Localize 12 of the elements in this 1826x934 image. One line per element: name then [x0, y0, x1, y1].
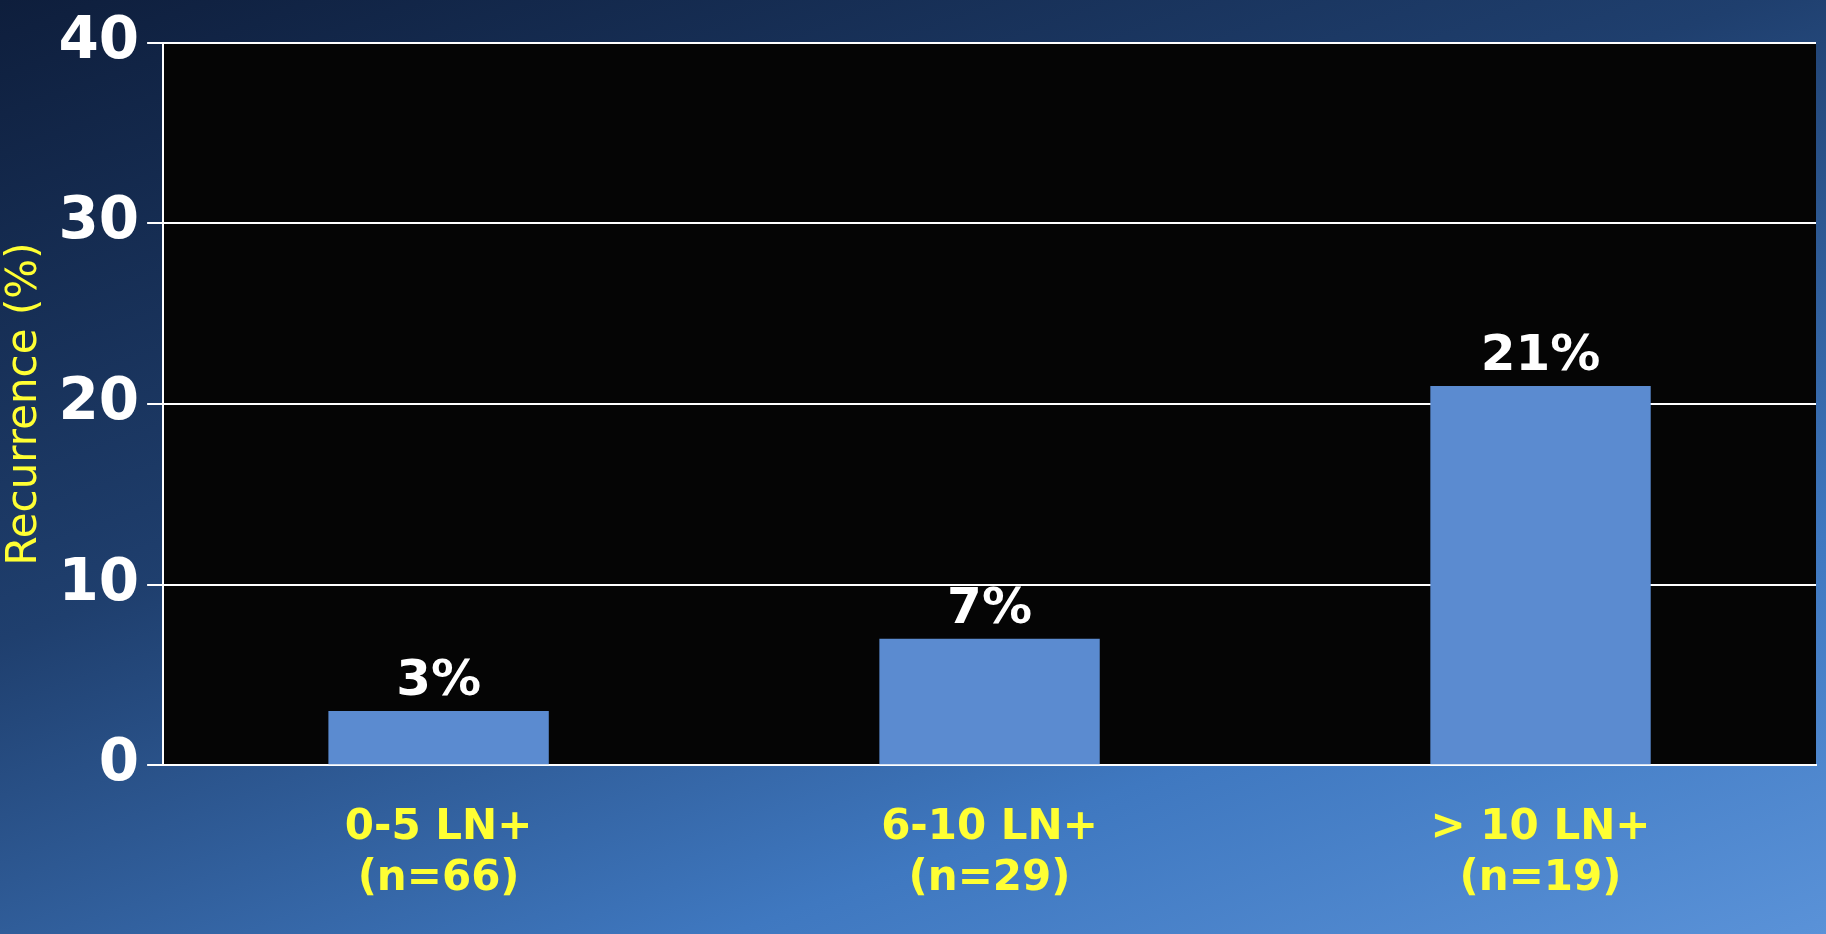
y-tick-label: 30 — [58, 184, 140, 253]
y-tick-label: 40 — [58, 3, 140, 72]
x-tick-label: 0-5 LN+ (n=66) — [344, 800, 533, 900]
data-label: 21% — [1480, 323, 1601, 382]
y-tick-label: 0 — [98, 726, 140, 795]
data-label: 7% — [947, 576, 1032, 635]
y-tick-label: 20 — [58, 365, 140, 434]
y-axis-title: Recurrence (%) — [0, 242, 47, 566]
x-tick-label: 6-10 LN+ (n=29) — [881, 800, 1098, 900]
data-label: 3% — [396, 649, 482, 707]
y-tick-label: 10 — [58, 545, 140, 614]
x-tick-label: > 10 LN+ (n=19) — [1430, 800, 1651, 900]
